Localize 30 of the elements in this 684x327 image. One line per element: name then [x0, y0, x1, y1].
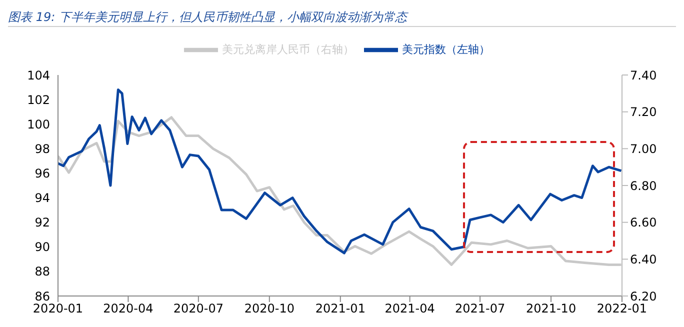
line-series: [58, 88, 622, 254]
legend-label: 美元指数（左轴）: [402, 43, 490, 56]
x-tick-label: 2021-04: [384, 302, 435, 316]
y-tick-label: 100: [27, 117, 50, 132]
x-tick-label: 2020-07: [173, 302, 224, 316]
y-tick-label: 86: [34, 289, 50, 304]
y2-tick-label: 6.80: [630, 178, 657, 193]
x-tick-label: 2021-01: [315, 302, 366, 316]
x-tick-label: 2022-01: [596, 302, 648, 316]
y-tick-label: 92: [34, 216, 50, 230]
y-tick-label: 102: [27, 92, 50, 107]
y-tick-label: 98: [34, 142, 50, 156]
x-tick-label: 2020-04: [103, 302, 154, 316]
x-tick-label: 2021-07: [454, 302, 506, 316]
y-tick-label: 90: [34, 240, 50, 254]
y2-tick-label: 7.20: [630, 105, 657, 120]
x-tick-label: 2020-10: [244, 302, 294, 316]
y2-tick-label: 6.60: [630, 216, 657, 230]
y2-tick-label: 7.00: [630, 142, 657, 156]
x-tick-label: 2020-01: [32, 302, 84, 316]
y2-tick-label: 7.40: [630, 68, 657, 82]
y-tick-label: 96: [34, 166, 50, 180]
line-series: [58, 116, 622, 266]
y2-tick-label: 6.40: [630, 252, 657, 266]
y-tick-label: 88: [34, 264, 50, 279]
x-tick-label: 2021-10: [526, 302, 576, 316]
y-tick-label: 94: [34, 191, 50, 206]
y2-tick-label: 6.20: [630, 289, 657, 304]
chart-title: 图表 19: 下半年美元明显上行，但人民币韧性凸显，小幅双向波动渐为常态: [8, 8, 676, 27]
y-tick-label: 104: [27, 68, 50, 82]
